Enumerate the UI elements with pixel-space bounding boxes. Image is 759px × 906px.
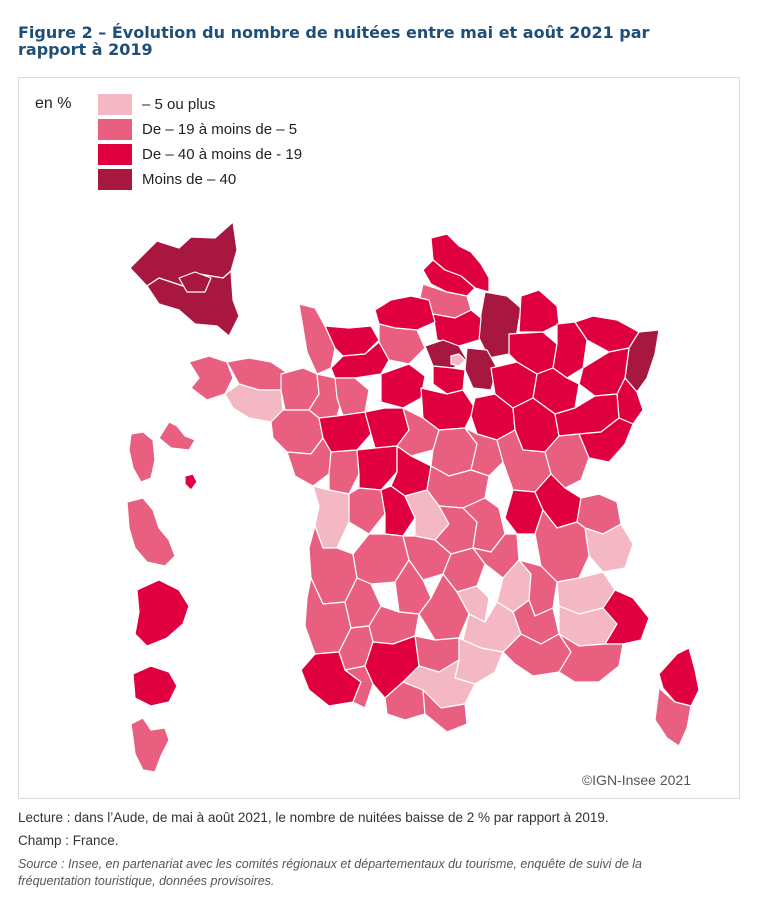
legend-item-strong: De – 40 à moins de - 19 <box>98 142 302 167</box>
legend-swatch-light <box>98 94 132 115</box>
legend-label-strong: De – 40 à moins de - 19 <box>142 146 303 163</box>
region-calvados <box>324 325 380 357</box>
region-savoie <box>584 523 634 573</box>
figure-title: Figure 2 – Évolution du nombre de nuitée… <box>18 23 650 59</box>
region-deux-sevres <box>328 449 360 495</box>
region-reunion <box>132 665 178 707</box>
region-eure-et-loir <box>380 363 426 409</box>
region-var <box>558 633 624 683</box>
note-champ: Champ : France. <box>18 833 119 848</box>
region-pyrenees-orientales <box>422 689 468 733</box>
region-guyane <box>134 579 190 647</box>
note-source: Source : Insee, en partenariat avec les … <box>18 857 642 888</box>
region-martinique <box>126 497 176 567</box>
legend-item-dark: Moins de – 40 <box>98 167 302 192</box>
region-vienne <box>356 445 398 491</box>
region-paris <box>450 353 466 367</box>
legend-label-medium: De – 19 à moins de – 5 <box>142 121 298 138</box>
region-doubs <box>578 417 634 463</box>
region-manche <box>298 303 336 375</box>
region-haute-vienne <box>380 485 416 537</box>
region-mayotte <box>130 717 170 773</box>
mainland-france <box>188 233 700 747</box>
legend-swatch-strong <box>98 144 132 165</box>
region-loir-et-cher <box>396 407 440 457</box>
legend-item-medium: De – 19 à moins de – 5 <box>98 117 302 142</box>
legend-swatch-dark <box>98 169 132 190</box>
region-corse-du-sud <box>654 687 692 747</box>
legend-item-light: – 5 ou plus <box>98 92 302 117</box>
region-lozere <box>456 585 490 623</box>
region-essonne <box>432 365 466 395</box>
region-morbihan <box>224 383 284 423</box>
region-ardennes <box>518 289 560 333</box>
legend-swatch-medium <box>98 119 132 140</box>
region-sarthe <box>334 377 370 417</box>
region-aude <box>402 659 476 709</box>
legend-unit: en % <box>35 95 72 112</box>
legend-label-dark: Moins de – 40 <box>142 171 237 188</box>
region-nievre <box>464 427 504 477</box>
map-frame: en % – 5 ou plus De – 19 à moins de – 5 … <box>18 77 740 799</box>
legend-label-light: – 5 ou plus <box>142 96 216 113</box>
choropleth-map <box>126 221 700 773</box>
region-guadeloupe-west <box>128 431 156 483</box>
inset-ile-de-france <box>129 221 240 337</box>
region-haute-loire <box>472 533 520 579</box>
region-vosges <box>578 347 630 397</box>
note-lecture: Lecture : dans l’Aude, de mai à août 202… <box>18 810 609 825</box>
region-guadeloupe-islet <box>184 473 198 491</box>
region-idf-center <box>178 271 212 293</box>
map-copyright: ©IGN-Insee 2021 <box>581 772 691 788</box>
region-guadeloupe-east <box>158 421 196 451</box>
legend: – 5 ou plus De – 19 à moins de – 5 De – … <box>98 92 302 192</box>
region-charente <box>348 487 386 535</box>
